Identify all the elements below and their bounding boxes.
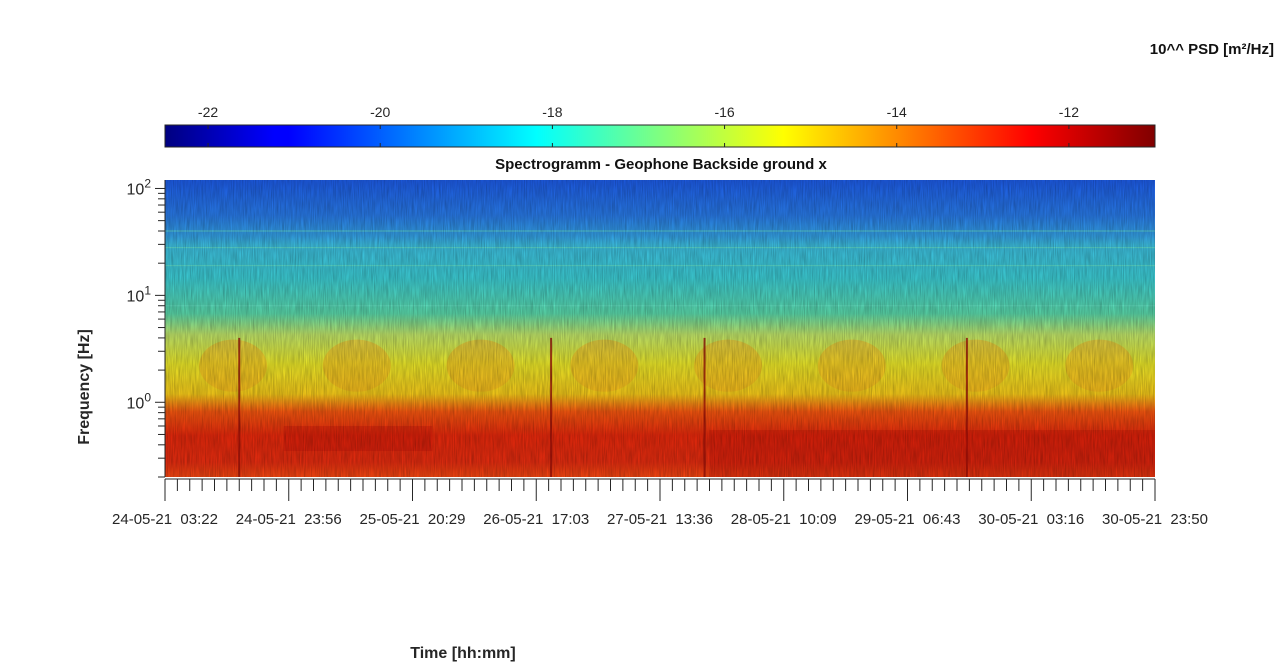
y-tick-label-exponent: 1 xyxy=(144,283,151,297)
x-tick-label: 24-05-21 03:22 xyxy=(112,511,218,528)
x-tick-label: 29-05-21 06:43 xyxy=(855,511,961,528)
x-tick-label: 28-05-21 10:09 xyxy=(731,511,837,528)
y-tick-label-base: 10 xyxy=(127,181,145,198)
x-tick-label: 27-05-21 13:36 xyxy=(607,511,713,528)
colorbar-tick-label: -18 xyxy=(542,104,562,120)
y-tick-label: 100 xyxy=(127,390,152,412)
x-axis: 24-05-21 03:22 24-05-21 23:56 25-05-21 20:… xyxy=(112,478,1208,528)
colorbar-tick-label: -22 xyxy=(198,104,218,120)
x-tick-label: 25-05-21 20:29 xyxy=(360,511,466,528)
y-axis-label: Frequency [Hz] xyxy=(76,329,93,445)
x-tick-label: 26-05-21 17:03 xyxy=(483,511,589,528)
colorbar-tick-label: -12 xyxy=(1059,104,1079,120)
y-tick-label-base: 10 xyxy=(127,395,145,412)
x-tick-label: 24-05-21 23:56 xyxy=(236,511,342,528)
colorbar-tick-label: -20 xyxy=(370,104,390,120)
chart-title: Spectrogramm - Geophone Backside ground … xyxy=(495,156,827,173)
colorbar-ticks: -22 -20 -18 -16 -14 -12 xyxy=(198,104,1079,147)
x-axis-label: Time [hh:mm] xyxy=(410,645,515,662)
y-tick-label-base: 10 xyxy=(127,288,145,305)
y-tick-label-exponent: 0 xyxy=(144,390,151,404)
colorbar-tick-label: -14 xyxy=(887,104,907,120)
y-tick-label-exponent: 2 xyxy=(144,176,151,190)
colorbar-label: 10^^ PSD [m²/Hz] xyxy=(1150,41,1274,58)
y-tick-label: 102 xyxy=(127,176,152,198)
y-tick-label: 101 xyxy=(127,283,152,305)
colorbar-strip xyxy=(164,124,1156,148)
x-tick-label: 30-05-21 03:16 xyxy=(978,511,1084,528)
spectrogram-texture xyxy=(165,180,1155,477)
colorbar-tick-label: -16 xyxy=(714,104,734,120)
colorbar: -22 -20 -18 -16 -14 -12 xyxy=(164,104,1156,148)
x-tick-label: 30-05-21 23:50 xyxy=(1102,511,1208,528)
